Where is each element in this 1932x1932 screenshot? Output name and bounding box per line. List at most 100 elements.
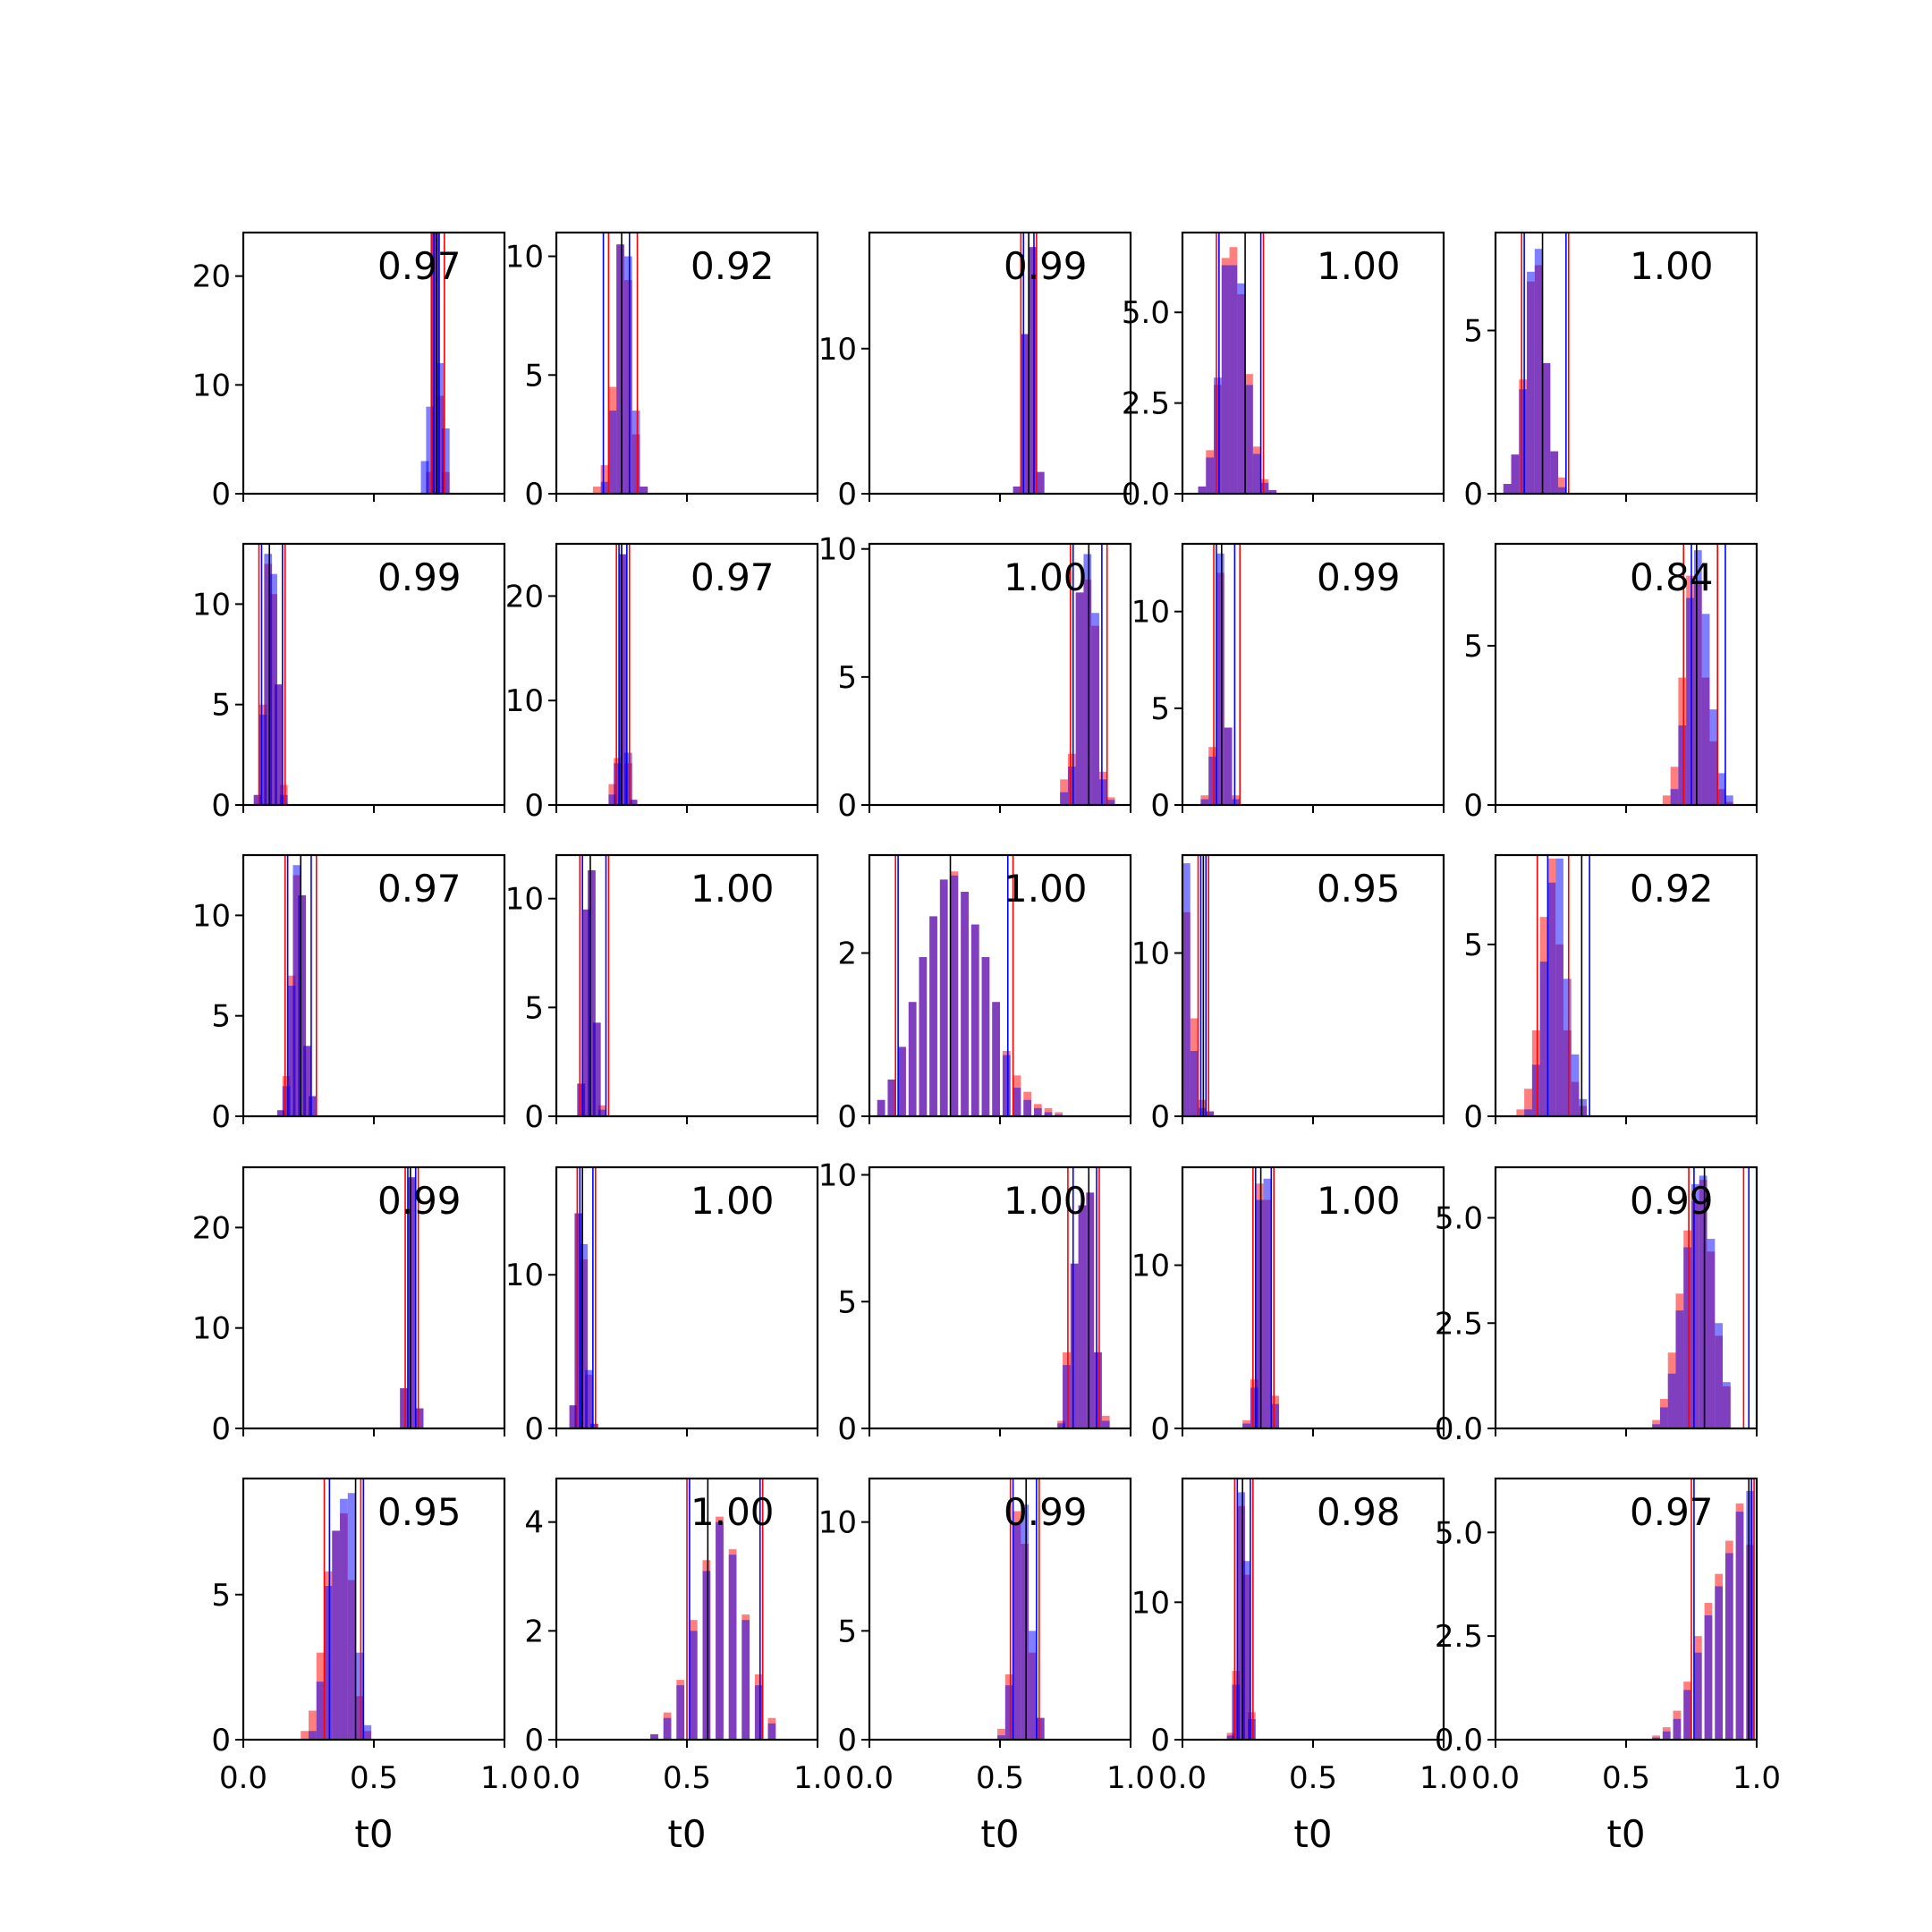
blue-histogram-bar	[608, 794, 617, 805]
blue-histogram-bar	[253, 794, 262, 805]
blue-histogram-bar	[1519, 389, 1528, 494]
blue-histogram-bar	[1571, 1054, 1580, 1116]
blue-histogram-bar	[303, 1046, 311, 1116]
panel-15: 050.92	[1463, 853, 1758, 1135]
y-tick-label: 2.5	[1122, 386, 1170, 422]
blue-histogram-bar	[1237, 1492, 1246, 1740]
red-histogram-bar	[309, 1710, 317, 1740]
blue-histogram-bar	[1098, 779, 1107, 805]
panel-4: 0.0 2.5 5.0 1.00	[1122, 231, 1445, 513]
blue-histogram-bar	[577, 1083, 586, 1116]
blue-histogram-bar	[1063, 1365, 1071, 1428]
blue-histogram-bar	[407, 1177, 416, 1428]
y-tick-label: 0	[524, 788, 544, 824]
panel-plot-area	[1652, 1167, 1750, 1428]
y-tick-label: 0	[211, 1411, 231, 1447]
panel-score-label: 0.98	[1317, 1490, 1401, 1534]
panel-22: 0 2 4 0.0 0.5 1.0 t0 1.00	[524, 1477, 842, 1856]
y-tick-label: 0	[837, 1723, 857, 1758]
blue-histogram-bar	[1004, 1685, 1013, 1740]
blue-histogram-bar	[1539, 962, 1548, 1116]
blue-histogram-bar	[1704, 1614, 1713, 1740]
red-histogram-bar	[600, 465, 609, 494]
blue-histogram-bar	[585, 1369, 593, 1428]
panel-23: 0 5 10 0.0 0.5 1.0 t0 0.99	[818, 1477, 1155, 1856]
panel-score-label: 1.00	[691, 867, 775, 911]
panel-10: 050.84	[1463, 542, 1758, 824]
red-histogram-bar	[1662, 795, 1671, 805]
panel-plot-area	[1182, 855, 1215, 1116]
x-tick-label: 0.5	[1602, 1760, 1650, 1796]
blue-histogram-bar	[908, 1002, 917, 1116]
y-tick-label: 5	[837, 660, 857, 696]
blue-histogram-bar	[1232, 799, 1241, 805]
blue-histogram-bar	[588, 870, 596, 1116]
panel-3: 0 10 0.99	[818, 231, 1132, 513]
blue-histogram-bar	[1086, 1192, 1095, 1428]
panel-score-label: 0.99	[1004, 1490, 1088, 1534]
panel-score-label: 1.00	[691, 1490, 775, 1534]
blue-histogram-bar	[631, 411, 640, 494]
panel-score-label: 1.00	[1317, 1179, 1401, 1223]
blue-histogram-bar	[767, 1723, 776, 1740]
blue-histogram-bar	[1206, 457, 1215, 494]
panel-score-label: 0.99	[1317, 555, 1401, 599]
y-tick-label: 10	[505, 683, 544, 719]
x-axis-label: t0	[667, 1812, 706, 1856]
blue-histogram-bar	[600, 481, 609, 494]
x-axis-label: t0	[1293, 1812, 1332, 1856]
blue-histogram-bar	[1002, 1055, 1011, 1116]
y-tick-label: 2.5	[1435, 1619, 1483, 1655]
panel-score-label: 0.99	[1630, 1179, 1714, 1223]
y-tick-label: 0.0	[1435, 1411, 1483, 1447]
blue-histogram-bar	[1527, 271, 1535, 494]
blue-histogram-bar	[1263, 1178, 1272, 1428]
y-tick-label: 0	[1150, 1411, 1170, 1447]
blue-histogram-bar	[728, 1555, 737, 1740]
y-tick-label: 0	[211, 1723, 231, 1758]
panel-score-label: 0.92	[1630, 867, 1714, 911]
panel-plot-area	[1652, 1479, 1755, 1740]
blue-histogram-bar	[1255, 1199, 1264, 1428]
y-tick-label: 10	[192, 898, 231, 934]
blue-histogram-bar	[992, 1002, 1000, 1116]
blue-histogram-bar	[1555, 858, 1563, 1116]
blue-histogram-bar	[614, 763, 622, 805]
blue-histogram-bar	[981, 957, 990, 1116]
blue-histogram-bar	[1206, 1111, 1215, 1116]
blue-histogram-bar	[623, 256, 632, 494]
panel-plot-area	[420, 233, 450, 494]
panel-score-label: 0.92	[691, 244, 775, 288]
panel-score-label: 1.00	[691, 1179, 775, 1223]
blue-histogram-bar	[1044, 1112, 1053, 1116]
x-tick-label: 1.0	[1419, 1760, 1468, 1796]
panel-plot-area	[1057, 1167, 1110, 1428]
x-tick-label: 0.5	[350, 1760, 398, 1796]
blue-histogram-bar	[1652, 1424, 1660, 1428]
blue-histogram-bar	[1659, 1407, 1668, 1428]
panel-plot-area	[400, 1167, 424, 1428]
blue-histogram-bar	[287, 986, 296, 1116]
blue-histogram-bar	[1221, 265, 1230, 494]
y-tick-label: 5	[524, 358, 544, 394]
panel-plot-area	[253, 544, 288, 805]
blue-histogram-bar	[1558, 487, 1566, 494]
blue-histogram-bar	[1683, 1690, 1691, 1740]
panel-score-label: 0.95	[377, 1490, 462, 1534]
y-tick-label: 0	[1150, 1099, 1170, 1135]
blue-histogram-bar	[1198, 1107, 1207, 1116]
y-tick-label: 10	[818, 332, 857, 368]
blue-histogram-bar	[1013, 486, 1021, 494]
panel-score-label: 1.00	[1630, 244, 1714, 288]
blue-histogram-bar	[1242, 1423, 1250, 1428]
y-tick-label: 0	[1463, 477, 1483, 513]
blue-histogram-bar	[1200, 799, 1209, 805]
y-tick-label: 10	[818, 1505, 857, 1541]
x-tick-label: 1.0	[1106, 1760, 1155, 1796]
blue-histogram-bar	[1029, 247, 1037, 494]
y-tick-label: 5	[211, 999, 231, 1035]
panel-score-label: 0.97	[1630, 1490, 1714, 1534]
blue-histogram-bar	[1735, 1512, 1744, 1740]
blue-histogram-bar	[961, 892, 969, 1116]
panel-plot-area	[276, 855, 318, 1116]
